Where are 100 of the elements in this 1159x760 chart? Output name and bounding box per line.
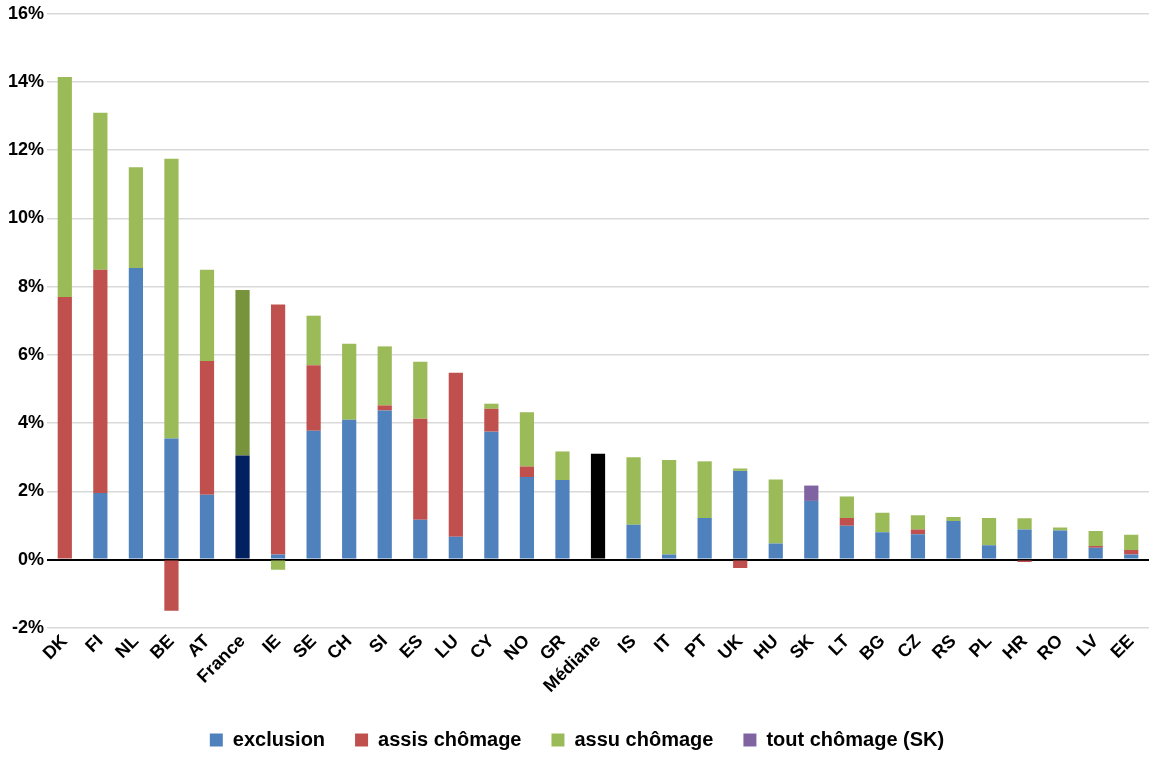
bar bbox=[164, 560, 179, 611]
bar bbox=[484, 431, 499, 559]
x-tick-label: HR bbox=[998, 630, 1031, 664]
bar bbox=[199, 269, 215, 362]
bar bbox=[342, 343, 357, 420]
bar bbox=[1088, 530, 1103, 546]
bar bbox=[662, 554, 677, 559]
bar bbox=[555, 480, 570, 559]
x-tick-label: EE bbox=[1106, 630, 1138, 662]
legend-label: tout chômage (SK) bbox=[766, 727, 945, 750]
y-tick-label: 8% bbox=[18, 275, 45, 296]
bar bbox=[128, 267, 144, 559]
x-tick-label: HU bbox=[749, 630, 783, 664]
bar bbox=[93, 269, 108, 494]
y-tick-label: 16% bbox=[8, 2, 45, 23]
x-tick-label: BE bbox=[145, 630, 178, 663]
bar bbox=[306, 430, 321, 559]
y-tick-label: 12% bbox=[8, 139, 45, 160]
bar bbox=[839, 496, 854, 518]
y-tick-label: 4% bbox=[18, 412, 45, 433]
bar bbox=[768, 543, 783, 559]
bar bbox=[270, 554, 286, 559]
bar bbox=[839, 517, 854, 526]
bar bbox=[128, 167, 144, 268]
bar bbox=[448, 536, 463, 559]
bar bbox=[839, 525, 854, 559]
x-tick-label: FI bbox=[81, 630, 107, 657]
bar bbox=[413, 361, 428, 419]
bar bbox=[164, 438, 179, 559]
bar bbox=[875, 512, 890, 533]
legend-label: exclusion bbox=[232, 727, 326, 750]
bar bbox=[306, 365, 321, 431]
x-tick-label: IT bbox=[649, 630, 676, 657]
y-tick-label: 2% bbox=[18, 480, 45, 501]
bar bbox=[377, 346, 392, 406]
bar bbox=[804, 485, 819, 501]
bar bbox=[484, 403, 499, 409]
x-tick-label: LV bbox=[1072, 630, 1103, 661]
x-tick-label: SE bbox=[288, 630, 320, 662]
bar bbox=[519, 477, 535, 559]
legend-label: assis chômage bbox=[378, 727, 522, 750]
bar bbox=[519, 466, 535, 478]
bar bbox=[733, 470, 748, 559]
bar bbox=[448, 372, 463, 537]
bar bbox=[626, 457, 641, 525]
x-tick-label: IS bbox=[613, 630, 640, 657]
x-tick-label: LU bbox=[431, 630, 463, 662]
bar bbox=[270, 560, 286, 570]
x-tick-label: PL bbox=[964, 630, 996, 662]
x-tick-label: SI bbox=[364, 630, 392, 657]
x-tick-label: UK bbox=[714, 630, 747, 664]
bar bbox=[662, 459, 677, 555]
x-tick-label: NO bbox=[500, 630, 534, 664]
bar bbox=[57, 76, 72, 297]
x-tick-label: IE bbox=[258, 630, 285, 657]
bar bbox=[270, 304, 286, 555]
bar bbox=[1017, 518, 1032, 530]
bar bbox=[910, 534, 926, 559]
bar bbox=[875, 532, 890, 559]
x-tick-label: PT bbox=[680, 630, 711, 662]
x-tick-label: CZ bbox=[893, 630, 925, 662]
bar bbox=[946, 521, 961, 559]
bar bbox=[1053, 527, 1068, 531]
bar bbox=[93, 493, 108, 559]
y-tick-label: 6% bbox=[18, 343, 45, 364]
x-tick-label: SK bbox=[785, 630, 818, 663]
y-tick-label: 10% bbox=[8, 207, 45, 228]
bar bbox=[1124, 534, 1139, 551]
bar bbox=[413, 418, 428, 520]
x-tick-label: RS bbox=[928, 630, 960, 663]
x-tick-label: CH bbox=[323, 630, 356, 664]
bar bbox=[1124, 554, 1139, 559]
bar bbox=[697, 517, 712, 559]
bar bbox=[377, 410, 392, 559]
bar bbox=[768, 479, 783, 544]
bar bbox=[93, 112, 108, 270]
bar bbox=[1088, 547, 1103, 559]
bar bbox=[804, 500, 819, 559]
y-tick-label: -2% bbox=[12, 616, 45, 637]
bar bbox=[1017, 529, 1032, 559]
bar bbox=[57, 296, 72, 559]
bar bbox=[697, 461, 712, 518]
bar bbox=[626, 524, 641, 559]
bar bbox=[981, 517, 997, 546]
x-tick-label: BG bbox=[855, 630, 889, 664]
y-tick-label: 14% bbox=[8, 70, 45, 91]
bar bbox=[377, 405, 392, 411]
bar bbox=[981, 545, 997, 559]
bar bbox=[484, 408, 499, 432]
legend-label: assu chômage bbox=[574, 727, 714, 750]
bar bbox=[235, 455, 250, 559]
x-tick-label: NL bbox=[111, 630, 143, 662]
x-tick-label: RO bbox=[1033, 630, 1067, 664]
bar bbox=[342, 419, 357, 559]
bar bbox=[519, 412, 535, 467]
bar bbox=[413, 519, 428, 559]
bar bbox=[910, 515, 926, 530]
bar bbox=[199, 494, 215, 559]
bar bbox=[555, 451, 570, 481]
y-tick-label: 0% bbox=[18, 548, 45, 569]
